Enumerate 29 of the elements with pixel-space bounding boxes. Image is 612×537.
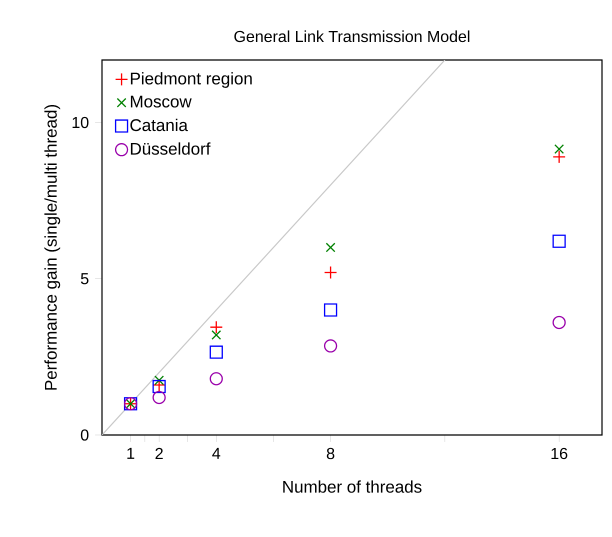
point <box>552 150 566 164</box>
point <box>211 330 222 340</box>
x-tick-label: 8 <box>326 448 334 460</box>
point <box>552 234 566 248</box>
x-tick-label: 16 <box>552 448 568 460</box>
point <box>210 346 223 359</box>
point <box>152 390 166 404</box>
y-tick-label: 0 <box>80 429 88 441</box>
point <box>324 266 338 280</box>
point <box>324 303 338 317</box>
legend-label: Catania <box>130 118 188 132</box>
x-axis-title: Number of threads <box>283 480 422 493</box>
chart-title: General Link Transmission Model <box>234 30 470 42</box>
point <box>324 339 338 353</box>
y-tick-label: 10 <box>72 116 88 128</box>
point <box>154 375 164 386</box>
x-tick-label: 1 <box>127 448 134 459</box>
x-tick-label: 4 <box>212 448 220 459</box>
x-tick-label: 2 <box>156 448 163 460</box>
point <box>554 144 564 154</box>
point <box>210 372 223 386</box>
point <box>210 320 223 334</box>
point <box>326 242 336 252</box>
y-axis-title: Performance gain (single/multi thread) <box>44 105 60 390</box>
legend-label: Piedmont region <box>130 72 252 88</box>
point <box>552 316 566 330</box>
legend-label: Düsseldorf <box>130 142 210 155</box>
y-tick-label: 5 <box>80 273 88 284</box>
legend-label: Moscow <box>130 96 192 108</box>
